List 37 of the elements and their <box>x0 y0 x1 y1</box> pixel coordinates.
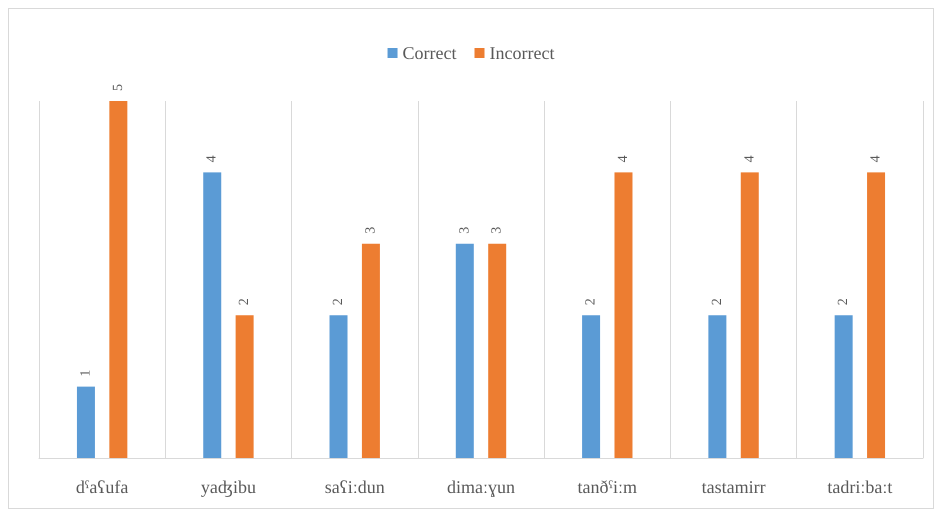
data-label: 1 <box>78 370 94 377</box>
x-tick-label: saʕiːdun <box>324 477 385 497</box>
bar <box>708 315 726 458</box>
data-label: 2 <box>710 298 725 306</box>
bar <box>236 315 254 458</box>
data-label: 3 <box>363 226 378 234</box>
legend-label: Incorrect <box>490 43 554 63</box>
x-tick-label: yaʤibu <box>200 477 256 497</box>
data-label: 4 <box>868 155 884 162</box>
legend-label: Correct <box>402 43 457 63</box>
data-label: 4 <box>616 155 631 162</box>
data-label: 4 <box>742 155 758 162</box>
x-tick-label: tadriːbaːt <box>827 477 892 497</box>
data-label: 3 <box>490 226 505 234</box>
bar <box>834 315 853 458</box>
data-label: 2 <box>237 298 252 306</box>
bar <box>582 315 600 458</box>
data-label: 3 <box>457 226 472 234</box>
data-label: 4 <box>204 155 220 162</box>
bar <box>109 101 128 458</box>
bar <box>76 386 95 458</box>
data-label: 2 <box>331 298 346 306</box>
bar <box>867 172 886 458</box>
bar <box>362 244 380 458</box>
data-label: 5 <box>110 84 126 91</box>
bar <box>614 172 632 458</box>
x-tick-label: dˁaʕufa <box>76 477 128 497</box>
bar <box>330 315 348 458</box>
data-label: 2 <box>836 298 852 306</box>
bar <box>488 244 506 458</box>
x-tick-label: tastamirr <box>702 477 766 497</box>
bar <box>203 172 222 458</box>
x-tick-label: dimaːɣun <box>447 477 515 497</box>
bar <box>740 172 759 458</box>
bar <box>456 244 474 458</box>
x-tick-label: tanðˁiːm <box>578 477 638 497</box>
data-label: 2 <box>584 298 599 306</box>
